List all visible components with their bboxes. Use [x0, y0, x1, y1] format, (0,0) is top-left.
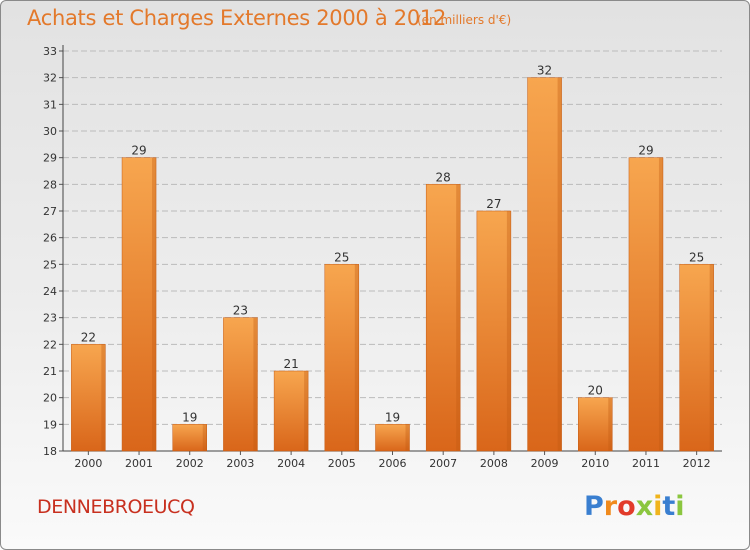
y-tick-label: 18 [43, 445, 57, 458]
proxiti-logo: Proxiti [584, 491, 685, 522]
bar [628, 157, 664, 452]
data-label: 28 [436, 170, 451, 184]
data-label: 25 [334, 250, 349, 264]
data-label: 21 [283, 357, 298, 371]
x-tick-label: 2010 [581, 457, 609, 470]
bar [578, 397, 613, 452]
bar [273, 370, 309, 452]
y-tick-label: 22 [43, 338, 57, 351]
x-tick-label: 2012 [683, 457, 711, 470]
grid-layer [63, 50, 722, 452]
chart-unit-note: (en milliers d'€) [417, 13, 512, 27]
y-tick-label: 20 [43, 392, 57, 405]
x-tick-label: 2008 [480, 457, 508, 470]
data-label: 32 [537, 64, 552, 78]
bar [172, 424, 207, 452]
bar-layer [71, 77, 714, 452]
bar-shade [202, 424, 207, 451]
brand-letter: o [617, 491, 636, 522]
data-label: 22 [81, 330, 96, 344]
bar-shade [354, 264, 359, 451]
data-label: 29 [638, 144, 653, 158]
x-tick-label: 2000 [74, 457, 102, 470]
x-tick-label: 2004 [277, 457, 305, 470]
y-tick-label: 26 [43, 232, 57, 245]
bar [679, 264, 714, 452]
bar-shade [101, 344, 106, 451]
bar-shade [506, 211, 511, 451]
bar-shade [608, 397, 613, 451]
data-label: 19 [182, 410, 197, 424]
bar [476, 210, 512, 452]
brand-letter: x [635, 491, 654, 522]
y-tick-label: 31 [43, 98, 57, 111]
x-tick-label: 2002 [176, 457, 204, 470]
y-tick-label: 21 [43, 365, 57, 378]
y-tick-label: 28 [43, 178, 57, 191]
data-label: 19 [385, 410, 400, 424]
bar-shade [152, 157, 157, 451]
x-tick-label: 2009 [531, 457, 559, 470]
bar-shade [658, 157, 663, 451]
y-tick-label: 24 [43, 285, 57, 298]
brand-letter: i [675, 491, 685, 522]
label-layer: 22 2000 29 2001 19 2002 23 2003 21 2004 25 2005 19 20… [74, 64, 710, 470]
x-tick-label: 2003 [226, 457, 254, 470]
y-tick-label: 29 [43, 152, 57, 165]
y-tick-label: 23 [43, 312, 57, 325]
y-tick-label: 33 [43, 45, 57, 58]
bar [223, 317, 258, 452]
bar [527, 77, 562, 452]
x-tick-label: 2007 [429, 457, 457, 470]
brand-letter: i [653, 491, 663, 522]
bar-shade [709, 264, 714, 451]
bar [324, 264, 360, 452]
x-tick-label: 2011 [632, 457, 660, 470]
bar-shade [557, 77, 562, 452]
x-tick-label: 2006 [379, 457, 407, 470]
bar-shade [253, 317, 258, 451]
bar [121, 157, 157, 452]
bar-shade [456, 184, 461, 452]
y-tick-label: 27 [43, 205, 57, 218]
bar-shade [405, 424, 410, 451]
bar [425, 184, 461, 452]
location-label: DENNEBROEUCQ [37, 496, 195, 518]
brand-letter: r [603, 491, 618, 522]
bar [375, 424, 410, 452]
data-label: 27 [486, 197, 501, 211]
data-label: 29 [131, 144, 146, 158]
data-label: 20 [588, 384, 603, 398]
bar-shade [304, 371, 309, 451]
brand-letter: t [662, 491, 676, 522]
y-tick-label: 25 [43, 258, 57, 271]
brand-letter: P [584, 491, 604, 522]
data-label: 23 [233, 304, 248, 318]
y-tick-label: 19 [43, 418, 57, 431]
x-tick-label: 2001 [125, 457, 153, 470]
x-tick-label: 2005 [328, 457, 356, 470]
y-tick-label: 30 [43, 125, 57, 138]
bar [71, 344, 106, 452]
data-label: 25 [689, 250, 704, 264]
y-tick-label: 32 [43, 72, 57, 85]
chart-title: Achats et Charges Externes 2000 à 2012 [27, 6, 447, 30]
